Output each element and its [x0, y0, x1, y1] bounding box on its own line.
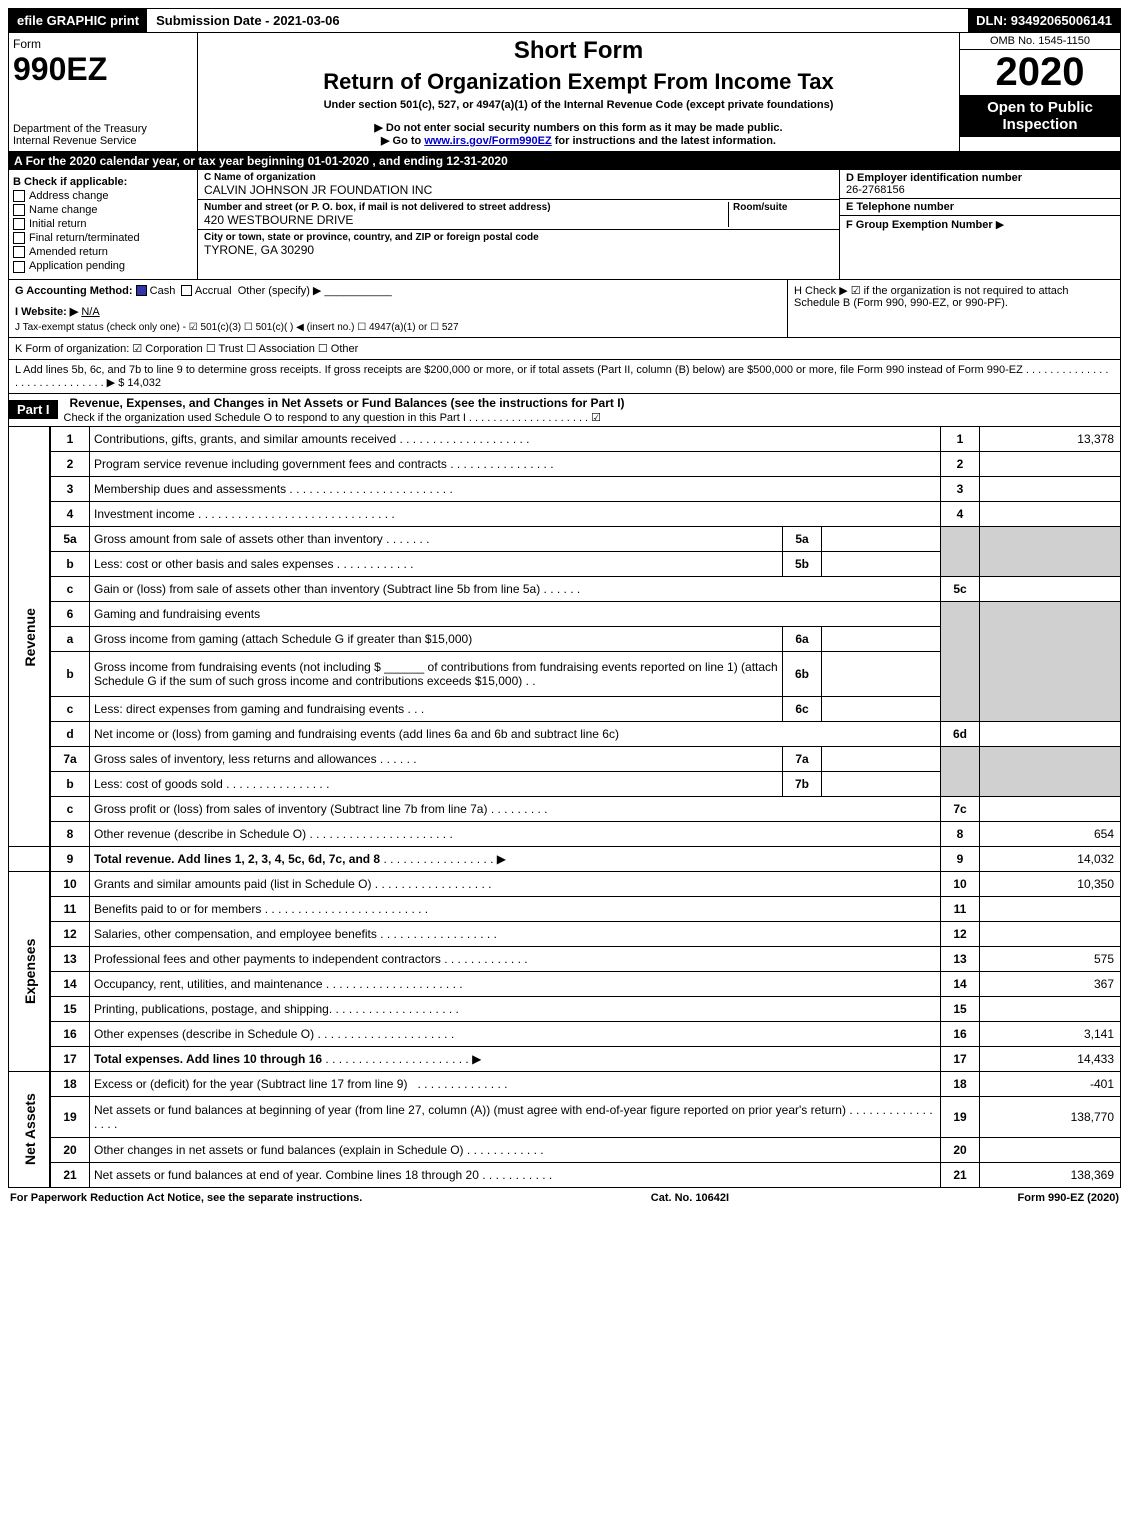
section-k: K Form of organization: ☑ Corporation ☐ …	[8, 338, 1121, 360]
ein: 26-2768156	[846, 184, 1114, 196]
top-bar: efile GRAPHIC print Submission Date - 20…	[8, 8, 1121, 33]
subtitle: Under section 501(c), 527, or 4947(a)(1)…	[202, 99, 955, 111]
org-city: TYRONE, GA 30290	[204, 243, 833, 257]
line-1-val: 13,378	[980, 427, 1121, 452]
form-number: 990EZ	[13, 51, 193, 88]
paperwork-notice: For Paperwork Reduction Act Notice, see …	[10, 1192, 362, 1204]
omb-number: OMB No. 1545-1150	[960, 33, 1120, 50]
line-21-val: 138,369	[980, 1162, 1121, 1187]
section-gh: G Accounting Method: Cash Accrual Other …	[8, 280, 1121, 338]
section-b: B Check if applicable: Address change Na…	[9, 170, 198, 279]
dln: DLN: 93492065006141	[968, 9, 1120, 32]
tax-year: 2020	[960, 50, 1120, 95]
website: N/A	[81, 306, 99, 318]
catalog-number: Cat. No. 10642I	[651, 1192, 729, 1204]
line-8-val: 654	[980, 821, 1121, 846]
line-13-val: 575	[980, 946, 1121, 971]
section-h: H Check ▶ ☑ if the organization is not r…	[787, 280, 1120, 337]
form-label: Form	[13, 37, 193, 51]
line-9-val: 14,032	[980, 846, 1121, 871]
expenses-sidebar: Expenses	[9, 871, 51, 1071]
section-l: L Add lines 5b, 6c, and 7b to line 9 to …	[8, 360, 1121, 394]
form-id-footer: Form 990-EZ (2020)	[1018, 1192, 1119, 1204]
note-ssn: ▶ Do not enter social security numbers o…	[202, 121, 955, 134]
section-j: J Tax-exempt status (check only one) - ☑…	[15, 322, 781, 333]
line-17-val: 14,433	[980, 1046, 1121, 1071]
irs-label: Internal Revenue Service	[13, 135, 147, 147]
part1-header: Part I Revenue, Expenses, and Changes in…	[8, 394, 1121, 427]
line-18-val: -401	[980, 1071, 1121, 1096]
lines-table: Revenue 1Contributions, gifts, grants, a…	[8, 427, 1121, 1188]
section-def: D Employer identification number 26-2768…	[839, 170, 1120, 279]
org-address: 420 WESTBOURNE DRIVE	[204, 213, 728, 227]
irs-link[interactable]: www.irs.gov/Form990EZ	[424, 135, 551, 147]
line-10-val: 10,350	[980, 871, 1121, 896]
section-c: C Name of organization CALVIN JOHNSON JR…	[198, 170, 839, 279]
netassets-sidebar: Net Assets	[9, 1071, 51, 1187]
short-form-title: Short Form	[202, 37, 955, 65]
revenue-sidebar: Revenue	[9, 427, 51, 847]
line-19-val: 138,770	[980, 1096, 1121, 1137]
open-public: Open to Public Inspection	[960, 95, 1120, 137]
line-16-val: 3,141	[980, 1021, 1121, 1046]
org-name: CALVIN JOHNSON JR FOUNDATION INC	[204, 183, 833, 197]
dept-treasury: Department of the Treasury	[13, 123, 147, 135]
org-info-block: B Check if applicable: Address change Na…	[8, 170, 1121, 280]
tax-period: A For the 2020 calendar year, or tax yea…	[8, 152, 1121, 170]
line-14-val: 367	[980, 971, 1121, 996]
main-title: Return of Organization Exempt From Incom…	[202, 69, 955, 95]
page-footer: For Paperwork Reduction Act Notice, see …	[8, 1188, 1121, 1208]
efile-print-button[interactable]: efile GRAPHIC print	[9, 9, 148, 32]
submission-date: Submission Date - 2021-03-06	[148, 9, 348, 32]
form-header: Form 990EZ Department of the Treasury In…	[8, 33, 1121, 152]
note-link-row: ▶ Go to www.irs.gov/Form990EZ for instru…	[202, 134, 955, 147]
